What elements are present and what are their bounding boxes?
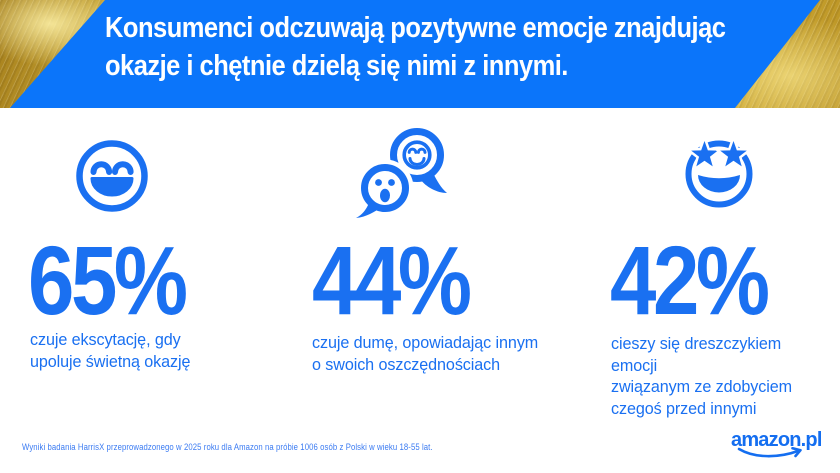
header-banner — [10, 0, 820, 108]
stat-caption: czuje ekscytację, gdy upoluje świetną ok… — [30, 330, 191, 371]
stat-caption: czuje dumę, opowiadając innym o swoich o… — [312, 333, 539, 374]
grinning-face-icon — [76, 140, 148, 212]
study-source-note: Wyniki badania HarrisX przeprowadzonego … — [22, 442, 433, 452]
stat-value: 65% — [28, 226, 188, 335]
amazon-pl-logo: amazon.pl — [731, 430, 831, 460]
stat-value: 42% — [610, 226, 770, 335]
amazon-smile-icon — [737, 447, 802, 458]
amazon-pl-logo-text: amazon.pl — [731, 429, 822, 451]
stat-caption: cieszy się dreszczykiem emocji związanym… — [611, 334, 793, 418]
star-struck-face-icon — [681, 134, 757, 208]
speech-bubbles-faces-icon — [352, 124, 452, 219]
page-title: Konsumenci odczuwają pozytywne emocje zn… — [105, 12, 726, 82]
stat-value: 44% — [312, 226, 472, 335]
